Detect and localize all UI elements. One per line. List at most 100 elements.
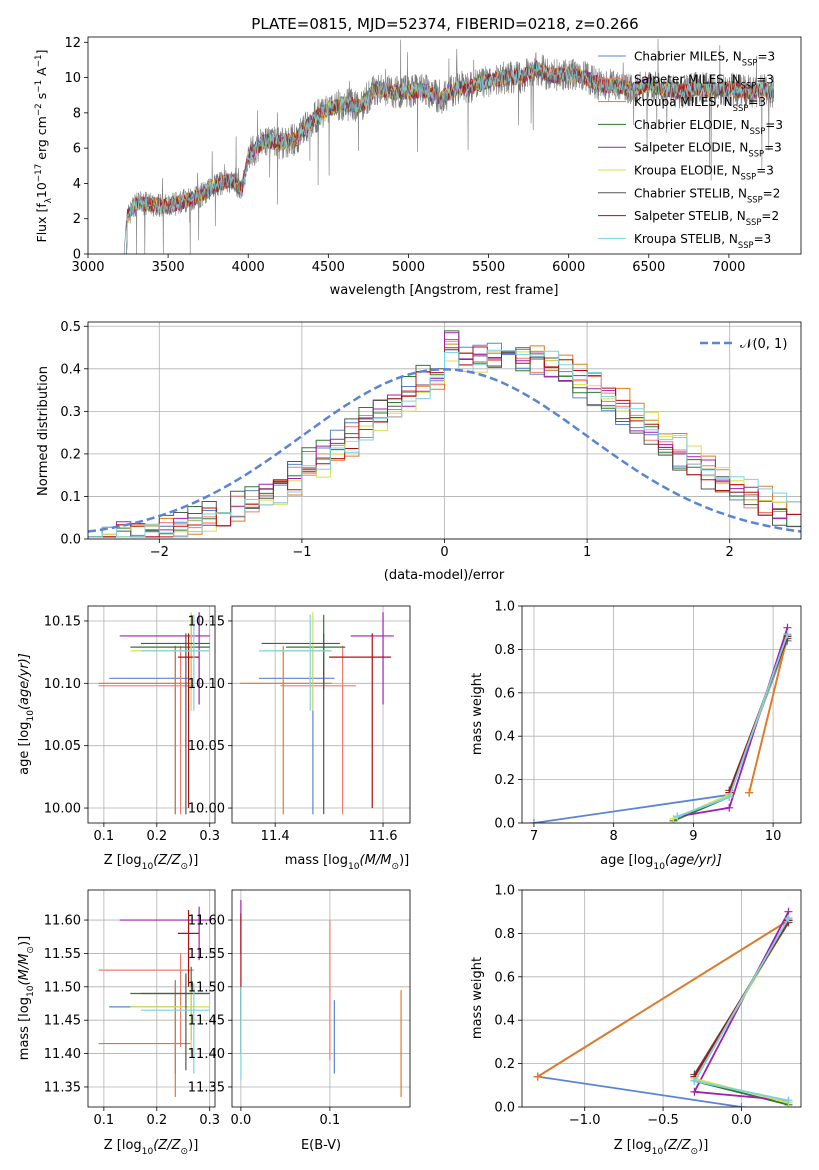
age-vs-mass-xlabel: mass [log10(M/M⊙)] bbox=[285, 853, 409, 872]
age-vs-mass-xtick-label: 11.6 bbox=[369, 829, 398, 844]
legend-entry: Salpeter ELODIE, NSSP=3 bbox=[634, 141, 782, 159]
age-vs-Z-ytick-label: 10.00 bbox=[44, 802, 81, 817]
residuals-xtick-label: −2 bbox=[150, 545, 169, 560]
legend-entry: Chabrier ELODIE, NSSP=3 bbox=[634, 118, 783, 136]
panel-mass-vs-ebv: 0.0 0.1 11.35 11.40 11.45 11.50 11.55 11.60 E(B-… bbox=[188, 889, 411, 1153]
weight-vs-age-marker bbox=[673, 812, 682, 821]
spectrum-model-line bbox=[124, 62, 774, 254]
weight-vs-age-plot-area bbox=[529, 623, 792, 823]
spectrum-xtick-label: 3000 bbox=[71, 260, 104, 275]
spectrum-xtick-label: 4500 bbox=[312, 260, 345, 275]
age-vs-mass-plot-area bbox=[240, 612, 394, 815]
weight-vs-age-marker bbox=[529, 819, 538, 823]
mass-vs-Z-ylabel: mass [log10(M/M⊙)] bbox=[17, 936, 36, 1060]
weight-vs-Z-ylabel: mass weight bbox=[470, 957, 485, 1039]
panel-weight-vs-age: 7 8 9 10 0.0 0.2 0.4 0.6 0.8 1.0 age [log10(age/yr… bbox=[470, 600, 802, 872]
spectrum-ytick-label: 2 bbox=[73, 212, 81, 227]
age-vs-Z-ytick-label: 10.05 bbox=[44, 739, 81, 754]
mass-vs-ebv-ytick-label: 11.45 bbox=[188, 1014, 225, 1029]
weight-vs-age-frame bbox=[521, 605, 802, 824]
spectrum-ytick-label: 8 bbox=[73, 106, 81, 121]
weight-vs-age-line bbox=[748, 636, 789, 793]
mass-vs-ebv-ytick-label: 11.35 bbox=[188, 1080, 225, 1095]
weight-vs-age-ytick-label: 1.0 bbox=[494, 600, 515, 615]
weight-vs-Z-frame bbox=[521, 889, 802, 1108]
weight-vs-Z-marker bbox=[737, 1103, 746, 1107]
weight-vs-age-axes: 7 8 9 10 0.0 0.2 0.4 0.6 0.8 1.0 age [log10(age/yr… bbox=[470, 600, 802, 872]
spectrum-ytick-label: 4 bbox=[73, 177, 81, 192]
weight-vs-Z-plot-area bbox=[533, 907, 793, 1107]
legend-entry: Kroupa MILES, NSSP=3 bbox=[634, 95, 766, 113]
spectrum-plot-area bbox=[123, 38, 774, 254]
weight-vs-Z-ytick-label: 0.8 bbox=[494, 927, 515, 942]
mass-vs-Z-xtick-label: 0.1 bbox=[94, 1113, 115, 1128]
weight-vs-Z-line bbox=[537, 919, 789, 1078]
weight-vs-age-ylabel: mass weight bbox=[470, 673, 485, 755]
age-vs-Z-ytick-label: 10.15 bbox=[44, 614, 81, 629]
weight-vs-age-line bbox=[677, 633, 789, 818]
residuals-xtick-label: 0 bbox=[440, 545, 448, 560]
age-vs-Z-ytick-label: 10.10 bbox=[44, 677, 81, 692]
weight-vs-age-marker bbox=[745, 788, 754, 797]
age-vs-mass-frame bbox=[231, 605, 411, 824]
panel-age-vs-Z: 0.1 0.2 0.3 10.00 10.05 10.10 10.15 Z [log10(Z/… bbox=[17, 605, 220, 872]
age-vs-Z-xlabel: Z [log10(Z/Z⊙)] bbox=[104, 853, 199, 872]
age-vs-mass-ytick-label: 10.00 bbox=[188, 802, 225, 817]
residual-histogram bbox=[88, 347, 801, 538]
mass-vs-ebv-axes: 0.0 0.1 11.35 11.40 11.45 11.50 11.55 11.60 E(B-… bbox=[188, 889, 411, 1153]
mass-vs-Z-xlabel: Z [log10(Z/Z⊙)] bbox=[104, 1138, 199, 1157]
spectrum-ytick-label: 6 bbox=[73, 142, 81, 157]
weight-vs-Z-marker bbox=[533, 1072, 542, 1081]
gaussian-curve bbox=[88, 368, 801, 533]
weight-vs-Z-ytick-label: 0.0 bbox=[494, 1101, 515, 1116]
weight-vs-Z-ytick-label: 1.0 bbox=[494, 884, 515, 899]
weight-vs-age-xtick-label: 10 bbox=[765, 829, 782, 844]
mass-vs-ebv-xtick-label: 0.0 bbox=[231, 1113, 252, 1128]
spectrum-xtick-label: 4000 bbox=[232, 260, 265, 275]
spectrum-xtick-label: 6500 bbox=[632, 260, 665, 275]
legend-entry: Chabrier STELIB, NSSP=2 bbox=[634, 186, 780, 204]
weight-vs-Z-marker bbox=[690, 1087, 699, 1096]
age-vs-Z-axes: 0.1 0.2 0.3 10.00 10.05 10.10 10.15 Z [log10(Z/… bbox=[17, 605, 220, 872]
mass-vs-Z-axes: 0.1 0.2 0.3 11.35 11.40 11.45 11.50 11.55 11.60 Z… bbox=[17, 889, 220, 1157]
residuals-ytick-label: 0.5 bbox=[60, 320, 81, 335]
residuals-xtick-label: 2 bbox=[726, 545, 734, 560]
mass-vs-ebv-xlabel: E(B-V) bbox=[301, 1138, 341, 1153]
weight-vs-Z-xtick-label: 0.0 bbox=[731, 1113, 752, 1128]
mass-vs-Z-ytick-label: 11.60 bbox=[44, 914, 81, 929]
weight-vs-age-xtick-label: 7 bbox=[530, 829, 538, 844]
panel-age-vs-mass: 11.4 11.6 10.00 10.05 10.10 10.15 mass [log10(… bbox=[188, 605, 411, 872]
weight-vs-Z-marker bbox=[690, 1076, 699, 1085]
weight-vs-Z-axes: −1.0 −0.5 0.0 0.0 0.2 0.4 0.6 0.8 1.0 Z [log10(Z/… bbox=[470, 884, 802, 1157]
figure-title: PLATE=0815, MJD=52374, FIBERID=0218, z=0… bbox=[251, 15, 638, 33]
spectrum-xtick-label: 7000 bbox=[712, 260, 745, 275]
panel-weight-vs-Z: −1.0 −0.5 0.0 0.0 0.2 0.4 0.6 0.8 1.0 Z [log10(Z/… bbox=[470, 884, 802, 1157]
age-vs-Z-xtick-label: 0.2 bbox=[146, 829, 167, 844]
age-vs-mass-ytick-label: 10.05 bbox=[188, 739, 225, 754]
legend-entry: Kroupa STELIB, NSSP=3 bbox=[634, 232, 771, 250]
age-vs-mass-ytick-label: 10.15 bbox=[188, 614, 225, 629]
mass-vs-ebv-frame bbox=[231, 889, 411, 1108]
legend-entry: Chabrier MILES, NSSP=3 bbox=[634, 50, 775, 68]
mass-vs-Z-xtick-label: 0.3 bbox=[199, 1113, 220, 1128]
spectrum-xlabel: wavelength [Angstrom, rest frame] bbox=[330, 283, 559, 298]
panel-mass-vs-Z: 0.1 0.2 0.3 11.35 11.40 11.45 11.50 11.55 11.60 Z… bbox=[17, 889, 220, 1157]
mass-vs-Z-ytick-label: 11.55 bbox=[44, 947, 81, 962]
spectrum-ytick-label: 10 bbox=[64, 71, 81, 86]
residuals-ytick-label: 0.0 bbox=[60, 533, 81, 548]
weight-vs-Z-marker bbox=[784, 914, 793, 923]
legend-entry: Salpeter MILES, NSSP=3 bbox=[634, 72, 774, 90]
residuals-ylabel: Normed distribution bbox=[36, 366, 51, 496]
mass-vs-Z-frame bbox=[87, 889, 216, 1108]
weight-vs-Z-xtick-label: −0.5 bbox=[647, 1113, 679, 1128]
spectrum-ytick-label: 12 bbox=[64, 36, 81, 51]
weight-vs-age-ytick-label: 0.4 bbox=[494, 730, 515, 745]
weight-vs-age-xtick-label: 9 bbox=[689, 829, 697, 844]
panel-spectrum: 3000 3500 4000 4500 5000 5500 6000 6500 7000 0 2 4 6… bbox=[34, 36, 802, 298]
weight-vs-age-xlabel: age [log10(age/yr)] bbox=[600, 853, 722, 872]
residuals-frame bbox=[87, 321, 802, 540]
spectrum-legend: Chabrier MILES, NSSP=3 Salpeter MILES, NS… bbox=[598, 50, 783, 250]
spectrum-xtick-label: 5500 bbox=[472, 260, 505, 275]
weight-vs-Z-marker bbox=[784, 1096, 793, 1105]
mass-vs-ebv-plot-area bbox=[240, 900, 402, 1097]
